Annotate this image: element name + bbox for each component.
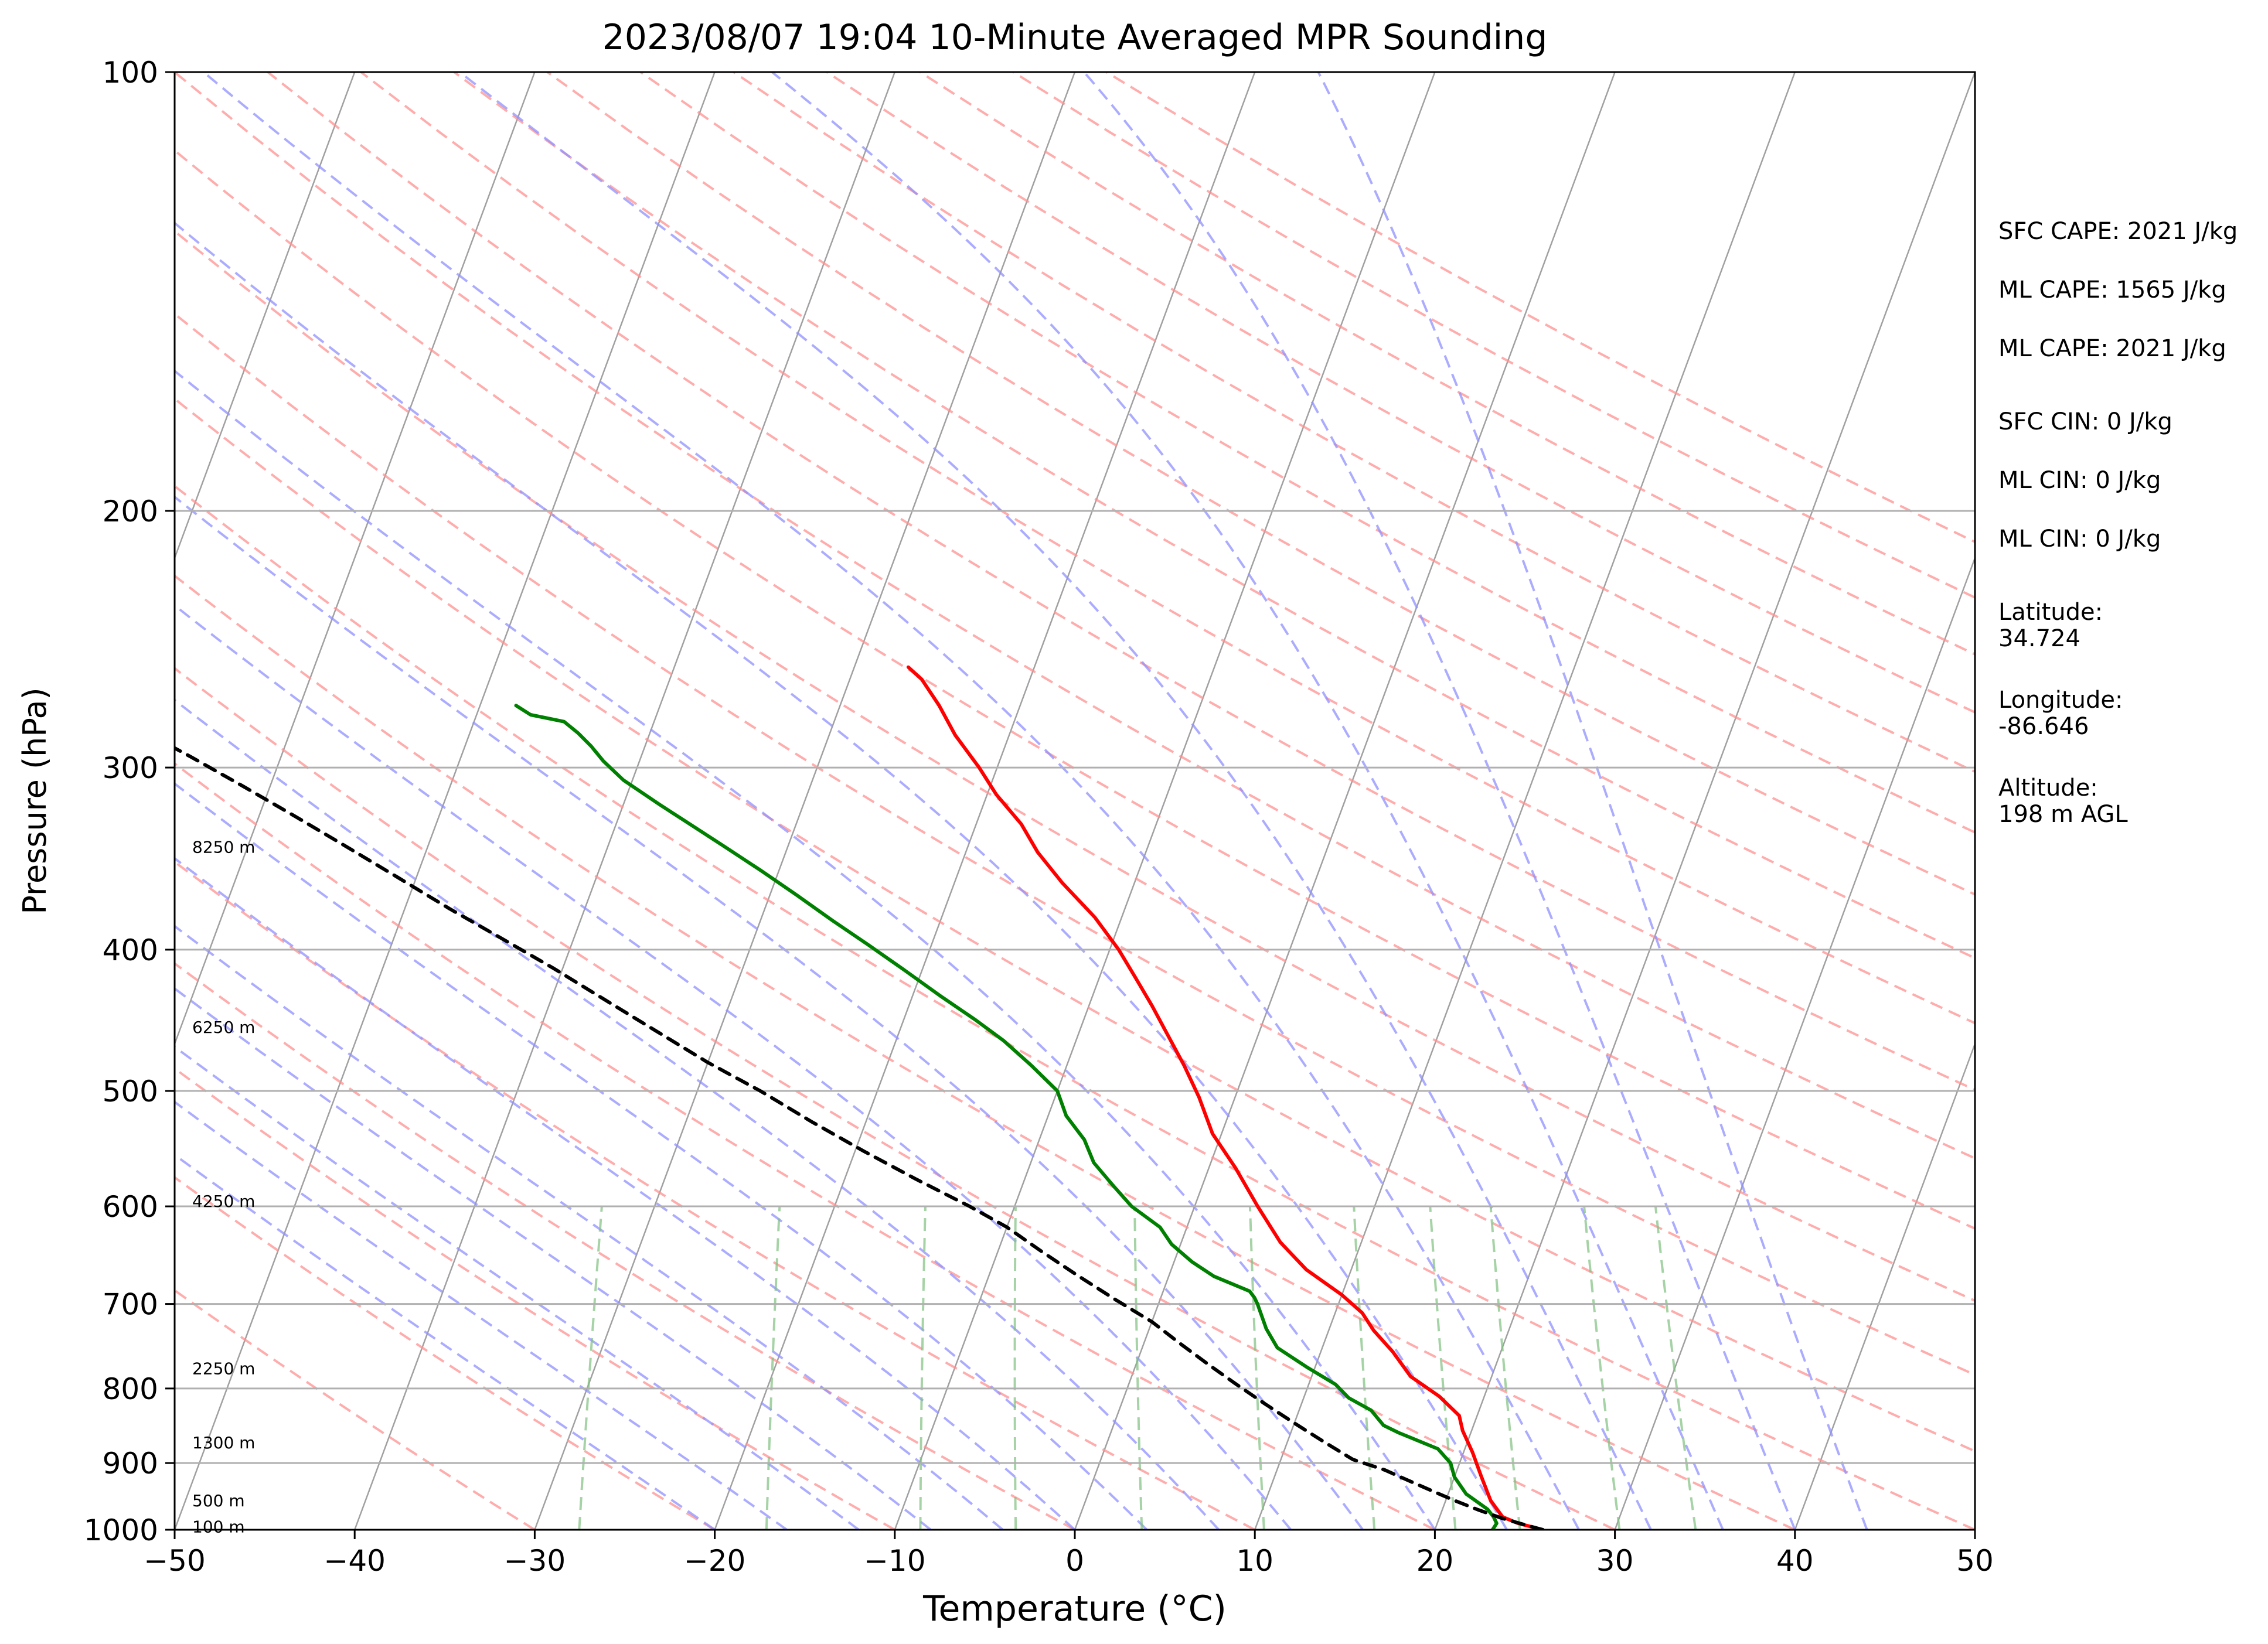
dry-adiabat-line xyxy=(175,397,1975,1453)
moist-adiabat-line xyxy=(771,72,1724,1530)
y-tick-label: 1000 xyxy=(84,1513,158,1547)
stat-ml-cape: ML CAPE: 1565 J/kg xyxy=(1998,277,2226,303)
y-tick-label: 300 xyxy=(103,751,158,785)
y-tick-label: 400 xyxy=(103,933,158,967)
isotherm-line xyxy=(175,72,356,560)
isotherm-line xyxy=(1434,72,1975,1530)
y-axis-label: Pressure (hPa) xyxy=(16,687,53,914)
y-tick-label: 600 xyxy=(103,1190,158,1224)
dry-adiabat-line xyxy=(175,149,1975,1230)
isotherm-line xyxy=(175,72,536,1046)
x-tick-label: −30 xyxy=(504,1544,566,1578)
isotherm-line xyxy=(1794,1042,1975,1530)
x-tick-label: 10 xyxy=(1236,1544,1273,1578)
dewpoint-line xyxy=(514,704,1499,1530)
longitude-label: Longitude: xyxy=(1998,687,2123,714)
isotherm-line xyxy=(1614,555,1975,1530)
x-tick-label: −20 xyxy=(684,1544,746,1578)
latitude-label: Latitude: xyxy=(1998,599,2103,626)
temperature-line xyxy=(906,665,1545,1530)
height-label: 500 m xyxy=(192,1491,245,1510)
isotherm-line xyxy=(714,72,1256,1530)
moist-adiabat-line xyxy=(175,1100,788,1530)
height-labels: 8250 m 6250 m 4250 m 2250 m 1300 m 500 m 100 m xyxy=(192,837,255,1536)
moist-adiabat-line xyxy=(175,495,1364,1530)
longitude-value: -86.646 xyxy=(1998,713,2089,740)
dry-adiabat-line xyxy=(175,485,1975,1530)
dry-adiabat-line xyxy=(175,961,1075,1530)
isotherm-line xyxy=(175,72,716,1530)
height-label: 2250 m xyxy=(192,1359,255,1379)
moist-adiabat-line xyxy=(175,1153,716,1530)
stat-ml-cape-2: ML CAPE: 2021 J/kg xyxy=(1998,335,2226,362)
moist-adiabat-line xyxy=(1083,72,1796,1530)
height-label: 6250 m xyxy=(192,1018,255,1037)
y-tick-label: 200 xyxy=(103,494,158,528)
chart-title: 2023/08/07 19:04 10-Minute Averaged MPR … xyxy=(602,17,1548,58)
dry-adiabat-line xyxy=(175,1288,536,1530)
background-lines xyxy=(175,72,1975,1530)
moist-adiabat-line xyxy=(175,1045,860,1530)
x-axis-label: Temperature (°C) xyxy=(922,1588,1227,1629)
x-tick-label: −40 xyxy=(323,1544,386,1578)
stat-ml-cin-2: ML CIN: 0 J/kg xyxy=(1998,526,2161,552)
moist-adiabat-line xyxy=(175,698,1220,1530)
x-tick-label: 40 xyxy=(1776,1544,1814,1578)
x-tick-label: −10 xyxy=(864,1544,926,1578)
stat-sfc-cin: SFC CIN: 0 J/kg xyxy=(1998,408,2172,435)
dry-adiabat-line xyxy=(175,312,1975,1376)
dry-adiabat-line xyxy=(733,72,1975,773)
isotherm-line xyxy=(354,72,895,1530)
x-axis: −50 −40 −30 −20 −10 0 10 20 30 40 50 xyxy=(144,1530,1994,1578)
moist-adiabat-line xyxy=(459,72,1652,1530)
dry-adiabat-line xyxy=(639,72,1975,834)
dry-adiabat-line xyxy=(175,574,1796,1530)
y-tick-label: 900 xyxy=(103,1447,158,1481)
x-tick-label: 0 xyxy=(1065,1544,1084,1578)
parcel-line xyxy=(175,746,1545,1530)
height-label: 4250 m xyxy=(192,1192,255,1211)
isotherm-line xyxy=(894,72,1436,1530)
dry-adiabat-line xyxy=(175,1067,895,1530)
moist-adiabat-line xyxy=(175,987,932,1530)
y-tick-label: 800 xyxy=(103,1372,158,1406)
x-tick-label: 50 xyxy=(1956,1544,1994,1578)
height-label: 100 m xyxy=(192,1517,245,1537)
moist-adiabat-line xyxy=(1317,72,1868,1530)
isotherm-line xyxy=(1074,72,1616,1530)
pressure-gridlines xyxy=(175,510,1975,1464)
x-tick-label: 30 xyxy=(1596,1544,1634,1578)
dry-adiabat-line xyxy=(175,762,1436,1530)
dry-adiabat-line xyxy=(453,72,1975,960)
latitude-value: 34.724 xyxy=(1998,625,2080,652)
dry-adiabat-line xyxy=(175,860,1256,1530)
y-tick-label: 700 xyxy=(103,1288,158,1322)
y-tick-label: 500 xyxy=(103,1075,158,1108)
y-tick-label: 100 xyxy=(103,56,158,90)
height-label: 1300 m xyxy=(192,1433,255,1452)
dry-adiabat-line xyxy=(826,72,1975,714)
height-label: 8250 m xyxy=(192,837,255,857)
moist-adiabat-line xyxy=(175,221,1508,1530)
moist-adiabat-line xyxy=(175,925,1004,1530)
x-tick-label: 20 xyxy=(1416,1544,1454,1578)
isotherm-line xyxy=(534,72,1076,1530)
y-axis: 100 200 300 400 500 600 700 800 900 1000 xyxy=(84,56,175,1547)
stat-ml-cin: ML CIN: 0 J/kg xyxy=(1998,467,2161,494)
dry-adiabat-line xyxy=(175,230,1975,1302)
altitude-label: Altitude: xyxy=(1998,775,2098,801)
x-tick-label: −50 xyxy=(144,1544,206,1578)
isotherm-line xyxy=(1254,72,1796,1530)
sounding-series xyxy=(175,665,1545,1530)
moist-adiabat-line xyxy=(175,369,1436,1530)
stat-sfc-cape: SFC CAPE: 2021 J/kg xyxy=(1998,218,2238,245)
moist-adiabat-line xyxy=(175,603,1292,1530)
altitude-value: 198 m AGL xyxy=(1998,801,2128,828)
moist-adiabat-line xyxy=(175,782,1148,1530)
dry-adiabat-line xyxy=(360,72,1975,1025)
moist-adiabat-line xyxy=(175,857,1076,1530)
plot-background xyxy=(175,72,1975,1530)
